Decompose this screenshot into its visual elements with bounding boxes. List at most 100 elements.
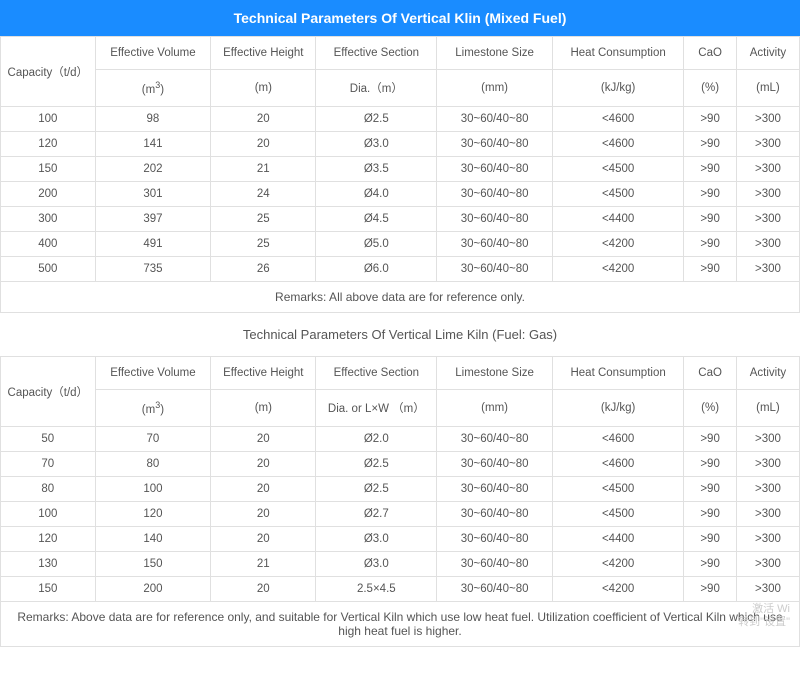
cell-vol: 70 (95, 427, 211, 452)
cell-hgt: 20 (211, 477, 316, 502)
cell-act: >300 (736, 477, 799, 502)
hdr-act-unit-2: (mL) (736, 390, 799, 427)
cell-cap: 130 (1, 552, 96, 577)
cell-act: >300 (736, 527, 799, 552)
cell-lim: 30~60/40~80 (437, 452, 553, 477)
table-row: 40049125Ø5.030~60/40~80<4200>90>300 (1, 232, 800, 257)
cell-act: >300 (736, 452, 799, 477)
hdr-sec-unit: Dia.（m） (316, 70, 437, 107)
cell-vol: 397 (95, 207, 211, 232)
header-row-3: Capacity（t/d） Effective Volume Effective… (1, 357, 800, 390)
table-mixed-fuel: Capacity（t/d） Effective Volume Effective… (0, 36, 800, 313)
cell-cao: >90 (684, 427, 737, 452)
cell-hgt: 25 (211, 232, 316, 257)
table-row: 507020Ø2.030~60/40~80<4600>90>300 (1, 427, 800, 452)
cell-sec: Ø3.5 (316, 157, 437, 182)
cell-cap: 120 (1, 527, 96, 552)
cell-hgt: 20 (211, 427, 316, 452)
cell-lim: 30~60/40~80 (437, 107, 553, 132)
title-bar-2: Technical Parameters Of Vertical Lime Ki… (0, 313, 800, 356)
cell-cap: 100 (1, 107, 96, 132)
cell-vol: 120 (95, 502, 211, 527)
cell-sec: Ø4.5 (316, 207, 437, 232)
cell-cao: >90 (684, 527, 737, 552)
cell-cao: >90 (684, 502, 737, 527)
cell-hgt: 26 (211, 257, 316, 282)
cell-sec: Ø2.7 (316, 502, 437, 527)
cell-sec: Ø2.5 (316, 477, 437, 502)
hdr-vol: Effective Volume (95, 37, 211, 70)
cell-heat: <4600 (552, 107, 683, 132)
cell-cao: >90 (684, 232, 737, 257)
table-row: 708020Ø2.530~60/40~80<4600>90>300 (1, 452, 800, 477)
cell-hgt: 20 (211, 107, 316, 132)
hdr-cao-2: CaO (684, 357, 737, 390)
cell-act: >300 (736, 182, 799, 207)
cell-heat: <4500 (552, 502, 683, 527)
hdr-cao: CaO (684, 37, 737, 70)
cell-act: >300 (736, 107, 799, 132)
hdr-hgt-2: Effective Height (211, 357, 316, 390)
cell-sec: Ø3.0 (316, 527, 437, 552)
hdr-vol-2: Effective Volume (95, 357, 211, 390)
cell-cap: 50 (1, 427, 96, 452)
cell-cap: 300 (1, 207, 96, 232)
cell-hgt: 25 (211, 207, 316, 232)
cell-heat: <4400 (552, 207, 683, 232)
cell-lim: 30~60/40~80 (437, 502, 553, 527)
cell-hgt: 21 (211, 157, 316, 182)
cell-hgt: 24 (211, 182, 316, 207)
cell-vol: 735 (95, 257, 211, 282)
table-row: 150200202.5×4.530~60/40~80<4200>90>300 (1, 577, 800, 602)
cell-heat: <4200 (552, 577, 683, 602)
hdr-hgt: Effective Height (211, 37, 316, 70)
table-row: 10012020Ø2.730~60/40~80<4500>90>300 (1, 502, 800, 527)
cell-sec: Ø3.0 (316, 552, 437, 577)
cell-act: >300 (736, 132, 799, 157)
cell-vol: 98 (95, 107, 211, 132)
hdr-hgt-unit-2: (m) (211, 390, 316, 427)
header-row-2: (m3) (m) Dia.（m） (mm) (kJ/kg) (%) (mL) (1, 70, 800, 107)
hdr-sec-2: Effective Section (316, 357, 437, 390)
cell-vol: 150 (95, 552, 211, 577)
cell-cap: 100 (1, 502, 96, 527)
hdr-heat-2: Heat Consumption (552, 357, 683, 390)
cell-vol: 141 (95, 132, 211, 157)
cell-hgt: 20 (211, 452, 316, 477)
hdr-capacity: Capacity（t/d） (1, 37, 96, 107)
cell-cao: >90 (684, 107, 737, 132)
cell-act: >300 (736, 257, 799, 282)
hdr-lim: Limestone Size (437, 37, 553, 70)
cell-vol: 140 (95, 527, 211, 552)
cell-cao: >90 (684, 577, 737, 602)
hdr-heat-unit: (kJ/kg) (552, 70, 683, 107)
hdr-lim-unit-2: (mm) (437, 390, 553, 427)
cell-hgt: 20 (211, 502, 316, 527)
remarks-2: Remarks: Above data are for reference on… (1, 602, 800, 647)
hdr-lim-unit: (mm) (437, 70, 553, 107)
table-gas-fuel: Capacity（t/d） Effective Volume Effective… (0, 356, 800, 647)
cell-lim: 30~60/40~80 (437, 207, 553, 232)
hdr-heat-unit-2: (kJ/kg) (552, 390, 683, 427)
remarks-1: Remarks: All above data are for referenc… (1, 282, 800, 313)
cell-cap: 400 (1, 232, 96, 257)
cell-vol: 491 (95, 232, 211, 257)
hdr-cao-unit: (%) (684, 70, 737, 107)
cell-lim: 30~60/40~80 (437, 132, 553, 157)
header-row-1: Capacity（t/d） Effective Volume Effective… (1, 37, 800, 70)
cell-vol: 200 (95, 577, 211, 602)
cell-sec: Ø5.0 (316, 232, 437, 257)
cell-sec: Ø4.0 (316, 182, 437, 207)
table-row: 15020221Ø3.530~60/40~80<4500>90>300 (1, 157, 800, 182)
table-row: 30039725Ø4.530~60/40~80<4400>90>300 (1, 207, 800, 232)
hdr-cao-unit-2: (%) (684, 390, 737, 427)
cell-lim: 30~60/40~80 (437, 232, 553, 257)
cell-lim: 30~60/40~80 (437, 257, 553, 282)
hdr-capacity-2: Capacity（t/d） (1, 357, 96, 427)
cell-hgt: 20 (211, 577, 316, 602)
cell-heat: <4500 (552, 477, 683, 502)
cell-sec: Ø2.0 (316, 427, 437, 452)
hdr-hgt-unit: (m) (211, 70, 316, 107)
hdr-sec-unit-2: Dia. or L×W （m） (316, 390, 437, 427)
title-bar-1: Technical Parameters Of Vertical Klin (M… (0, 0, 800, 36)
